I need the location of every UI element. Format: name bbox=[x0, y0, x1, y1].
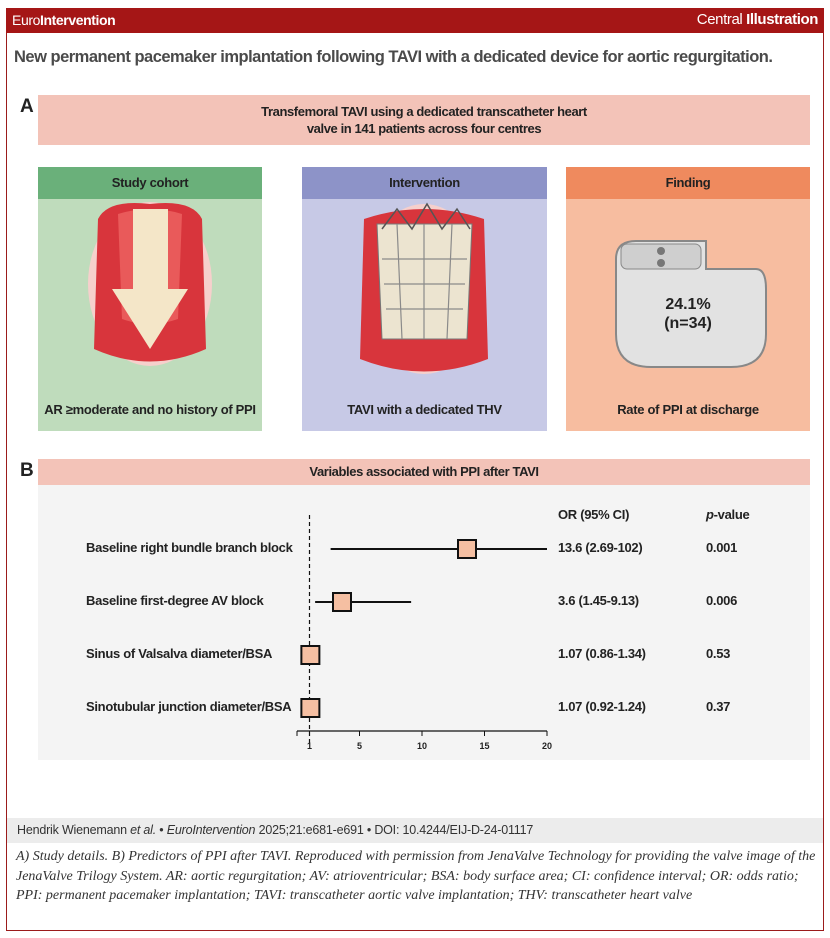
or-value: 1.07 (0.92-1.24) bbox=[558, 699, 646, 714]
panel-footer: Rate of PPI at discharge bbox=[617, 402, 759, 417]
panel-header: Study cohort bbox=[38, 167, 262, 199]
variable-label: Sinotubular junction diameter/BSA bbox=[86, 699, 292, 714]
aortic-regurgitation-illustration bbox=[88, 202, 212, 366]
p-value: 0.006 bbox=[706, 593, 738, 608]
x-tick-label: 5 bbox=[357, 741, 362, 751]
p-value: 0.001 bbox=[706, 540, 738, 555]
x-tick-label: 15 bbox=[479, 741, 489, 751]
variable-label: Sinus of Valsalva diameter/BSA bbox=[86, 646, 273, 661]
panel-finding: Finding 24.1% (n=34) Rate of PPI at disc… bbox=[566, 167, 810, 431]
or-marker bbox=[300, 645, 321, 665]
central-illustration-label: Central Illustration bbox=[696, 11, 819, 28]
banner-line-2: valve in 141 patients across four centre… bbox=[306, 121, 542, 136]
p-value-column-header: p-value bbox=[706, 507, 750, 522]
ppi-rate: 24.1% (n=34) bbox=[566, 295, 810, 333]
p-value: 0.37 bbox=[706, 699, 731, 714]
forest-plot: OR (95% CI) p-value Baseline right bundl… bbox=[38, 485, 810, 760]
citation-bar: Hendrik Wienemann et al. • EuroIntervent… bbox=[7, 818, 823, 843]
or-marker bbox=[457, 539, 477, 559]
p-value: 0.53 bbox=[706, 646, 731, 661]
section-a-label: A bbox=[20, 96, 34, 117]
or-value: 1.07 (0.86-1.34) bbox=[558, 646, 646, 661]
brand-logo: EuroIntervention bbox=[12, 12, 116, 28]
section-b-label: B bbox=[20, 460, 34, 481]
panel-header: Finding bbox=[566, 167, 810, 199]
panel-study-cohort: Study cohort AR ≥moderate and no history… bbox=[38, 167, 262, 431]
or-value: 3.6 (1.45-9.13) bbox=[558, 593, 639, 608]
or-marker bbox=[300, 698, 321, 718]
panel-footer: AR ≥moderate and no history of PPI bbox=[44, 402, 256, 417]
transcatheter-valve-illustration bbox=[360, 202, 488, 374]
section-b-banner: Variables associated with PPI after TAVI bbox=[38, 459, 810, 485]
figure-title: New permanent pacemaker implantation fol… bbox=[14, 48, 773, 66]
header-bar: EuroIntervention Central Illustration bbox=[6, 8, 824, 33]
ppi-rate-value: 24.1% bbox=[665, 296, 711, 313]
figure-caption: A) Study details. B) Predictors of PPI a… bbox=[16, 849, 816, 903]
x-tick-label: 10 bbox=[417, 741, 427, 751]
ppi-rate-count: (n=34) bbox=[664, 315, 712, 332]
panel-header: Intervention bbox=[302, 167, 547, 199]
x-tick-label: 20 bbox=[542, 741, 552, 751]
or-column-header: OR (95% CI) bbox=[558, 507, 630, 522]
variable-label: Baseline first-degree AV block bbox=[86, 593, 264, 608]
x-tick-label: 1 bbox=[307, 741, 312, 751]
panel-footer: TAVI with a dedicated THV bbox=[347, 402, 502, 417]
panel-intervention: Intervention TAVI with a dedicated THV bbox=[302, 167, 547, 431]
section-a-banner: Transfemoral TAVI using a dedicated tran… bbox=[38, 95, 810, 145]
or-marker bbox=[332, 592, 352, 612]
variable-label: Baseline right bundle branch block bbox=[86, 540, 293, 555]
forest-plot-axes: 1 5 10 15 20 bbox=[296, 515, 552, 751]
banner-line-1: Transfemoral TAVI using a dedicated tran… bbox=[261, 104, 587, 119]
pacemaker-icon bbox=[615, 240, 767, 368]
or-value: 13.6 (2.69-102) bbox=[558, 540, 643, 555]
